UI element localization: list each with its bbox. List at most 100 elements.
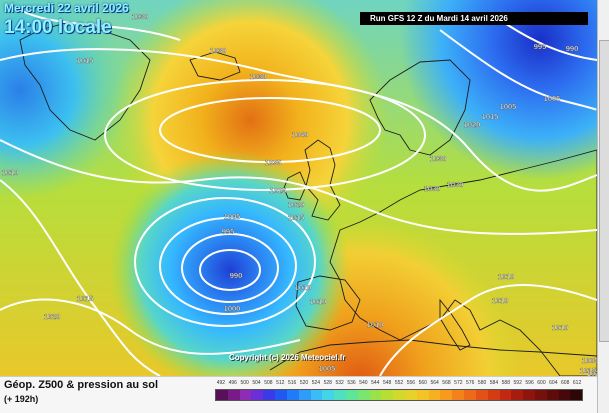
isobars: [0, 9, 599, 376]
isobar-label: 1015: [77, 294, 94, 303]
color-scale-swatch: [216, 390, 228, 400]
isobar-label: 1030: [430, 154, 447, 163]
isobar-label-text: 1005: [319, 364, 336, 373]
color-scale-bar: [215, 389, 583, 401]
isobar-label-text: 1030: [447, 180, 464, 189]
color-scale-tick-label: 548: [382, 380, 392, 386]
isobar-label-text: 1035: [265, 158, 282, 167]
color-scale-swatch: [405, 390, 417, 400]
isobar-label-text: 995: [534, 42, 547, 51]
color-scale-tick-label: 608: [561, 380, 570, 386]
color-scale-swatch: [416, 390, 429, 400]
isobar-label: 1005: [500, 102, 517, 111]
color-scale-tick-label: 560: [418, 380, 427, 386]
isobar-label-text: 1010: [295, 283, 312, 292]
color-scale-tick-label: 528: [323, 380, 332, 386]
isobar-label-text: 1010: [310, 297, 327, 306]
color-scale-swatch: [475, 390, 488, 400]
color-scale-tick-label: 524: [311, 380, 321, 386]
color-scale-swatch: [570, 390, 583, 400]
color-scale-swatch: [558, 390, 571, 400]
isobar-label-text: 990: [230, 271, 243, 280]
isobar-low-990: [199, 249, 261, 291]
isobar-label-text: 1030: [430, 154, 447, 163]
color-scale-swatch: [487, 390, 500, 400]
scrollbar-thumb[interactable]: [599, 40, 609, 342]
color-scale-tick-label: 508: [264, 380, 273, 386]
color-scale-tick-label: 532: [335, 380, 344, 386]
color-scale-tick-label: 492: [216, 380, 226, 386]
color-scale-swatch: [546, 390, 559, 400]
isobar-label-text: 1030: [424, 184, 441, 193]
isobar-label-text: 1015: [288, 213, 305, 222]
isobar-label-text: 1015: [77, 294, 94, 303]
isobar-1015-west: [0, 179, 161, 376]
isobar-label: 1030: [447, 180, 464, 189]
isobar-label: 995: [534, 42, 547, 51]
isobar-label-text: 1020: [44, 312, 61, 321]
isobar-label: 1010: [498, 272, 515, 281]
color-scale-tick-label: 552: [394, 380, 404, 386]
color-scale-swatch: [345, 390, 358, 400]
isobar-label: 1020: [44, 312, 61, 321]
isobar-label-text: 1020: [288, 200, 305, 209]
color-scale-swatch: [381, 390, 394, 400]
isobar-1030-north: [0, 48, 598, 192]
isobar-label-text: 1005: [500, 102, 517, 111]
scrollbar[interactable]: [597, 0, 609, 413]
isobar-label: 1015: [482, 112, 499, 121]
isobar-995-northeast: [499, 19, 598, 61]
isobar-label-text: 1015: [77, 56, 94, 65]
color-scale-swatch: [275, 390, 287, 400]
color-scale-tick-label: 500: [240, 380, 249, 386]
color-scale-swatch: [310, 390, 323, 400]
isobar-label: 1015: [288, 213, 305, 222]
isobar-label: 1020: [288, 200, 305, 209]
color-scale-tick-label: 516: [287, 380, 297, 386]
color-scale-tick-label: 588: [501, 380, 510, 386]
isobar-low-1000: [159, 217, 297, 315]
iberia-coast: [295, 275, 361, 331]
color-scale-swatch: [428, 390, 441, 400]
color-scale-tick-label: 544: [371, 380, 380, 386]
ireland-coast: [283, 171, 307, 201]
isobar-label-text: 1010: [498, 272, 515, 281]
isobar-label-text: 1025: [270, 186, 287, 195]
isobar-label-text: 1010: [367, 320, 384, 329]
isobar-label-text: 1010: [552, 323, 569, 332]
isobar-label-text: 1005: [544, 94, 561, 103]
color-scale-swatch: [534, 390, 547, 400]
color-scale-tick-label: 596: [525, 380, 534, 386]
color-scale-swatch: [464, 390, 476, 400]
isobar-label: 1010: [2, 168, 19, 177]
color-scale-swatch: [239, 390, 252, 400]
isobar-1015-iceland: [19, 9, 181, 41]
isobar-label: 990: [566, 44, 579, 53]
legend-title: Géop. Z500 & pression au sol: [4, 379, 159, 391]
color-scale-swatch: [357, 390, 370, 400]
isobar-label-text: 1015: [482, 112, 499, 121]
weather-map: 1030101510301030104010351025102010151005…: [0, 0, 609, 376]
isobar-label-text: 1030: [132, 12, 149, 21]
isobar-1020: [0, 298, 301, 355]
isobar-label-text: 1010: [2, 168, 19, 177]
isobar-label: 1035: [265, 158, 282, 167]
color-scale-tick-label: 520: [299, 380, 309, 386]
copyright-notice: Copyright (c) 2026 Meteociel.fr: [229, 353, 346, 362]
isobar-label: 1040: [292, 130, 309, 139]
italy-coast: [439, 298, 471, 351]
isobar-label: 1005: [544, 94, 561, 103]
isobar-label-text: 1020: [464, 120, 481, 129]
isobar-label: 1010: [367, 320, 384, 329]
isobar-low-1005: [134, 197, 316, 327]
local-time: 14:00 locale: [4, 17, 112, 38]
color-scale-swatch: [251, 390, 264, 400]
color-scale-tick-label: 580: [477, 380, 487, 386]
color-scale-swatch: [263, 390, 276, 400]
isobar-label-text: 1010: [492, 296, 509, 305]
color-scale-tick-label: 572: [454, 380, 463, 386]
isobar-label-text: 1015: [580, 366, 597, 375]
isobar-high-1035: [104, 79, 426, 191]
isobar-label: 1030: [424, 184, 441, 193]
